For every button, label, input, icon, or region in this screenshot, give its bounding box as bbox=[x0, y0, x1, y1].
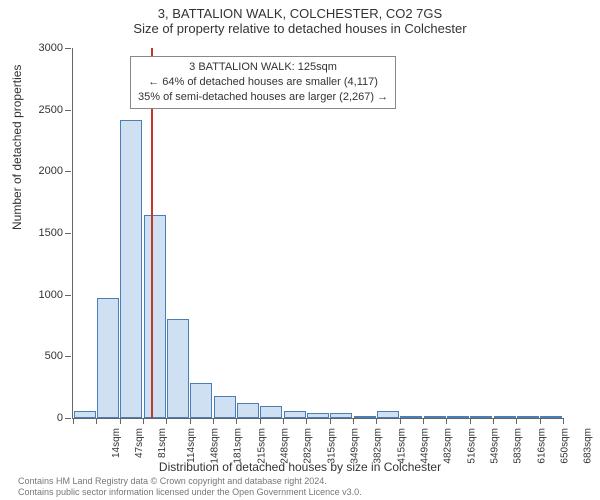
x-tick-label: 282sqm bbox=[303, 428, 314, 464]
histogram-bar bbox=[354, 416, 376, 418]
x-tick bbox=[166, 418, 167, 424]
x-tick bbox=[236, 418, 237, 424]
histogram-bar bbox=[214, 396, 236, 418]
histogram-bar bbox=[237, 403, 259, 418]
histogram-bar bbox=[74, 411, 96, 418]
x-tick-label: 415sqm bbox=[396, 428, 407, 464]
x-tick bbox=[540, 418, 541, 424]
x-tick bbox=[306, 418, 307, 424]
chart-subtitle: Size of property relative to detached ho… bbox=[0, 21, 600, 36]
x-tick-label: 616sqm bbox=[536, 428, 547, 464]
x-tick-label: 482sqm bbox=[443, 428, 454, 464]
x-tick bbox=[470, 418, 471, 424]
y-tick-label: 1000 bbox=[23, 289, 63, 301]
histogram-bar bbox=[494, 416, 516, 418]
x-tick-label: 583sqm bbox=[513, 428, 524, 464]
x-tick-label: 315sqm bbox=[326, 428, 337, 464]
histogram-bar bbox=[517, 416, 539, 418]
x-tick-label: 114sqm bbox=[186, 428, 197, 463]
x-tick-label: 683sqm bbox=[583, 428, 594, 464]
histogram-bar bbox=[190, 383, 212, 418]
y-tick-label: 3000 bbox=[23, 42, 63, 54]
annotation-line: 3 BATTALION WALK: 125sqm bbox=[138, 60, 388, 75]
x-tick bbox=[423, 418, 424, 424]
y-tick bbox=[65, 110, 71, 111]
x-tick-label: 215sqm bbox=[256, 428, 267, 464]
x-tick bbox=[493, 418, 494, 424]
y-tick-label: 0 bbox=[23, 412, 63, 424]
x-tick bbox=[353, 418, 354, 424]
y-tick bbox=[65, 171, 71, 172]
y-tick bbox=[65, 295, 71, 296]
y-tick-label: 1500 bbox=[23, 227, 63, 239]
x-tick-label: 81sqm bbox=[157, 428, 168, 458]
histogram-bar bbox=[260, 406, 282, 418]
y-tick bbox=[65, 418, 71, 419]
credit-line: Contains HM Land Registry data © Crown c… bbox=[18, 476, 362, 487]
histogram-bar bbox=[424, 416, 446, 418]
x-tick bbox=[283, 418, 284, 424]
x-tick bbox=[213, 418, 214, 424]
histogram-bar bbox=[470, 416, 492, 418]
y-tick-label: 2500 bbox=[23, 104, 63, 116]
x-tick-label: 549sqm bbox=[490, 428, 501, 464]
histogram-bar bbox=[400, 416, 422, 418]
histogram-bar bbox=[120, 120, 142, 418]
x-tick bbox=[563, 418, 564, 424]
x-tick bbox=[143, 418, 144, 424]
y-tick-label: 500 bbox=[23, 350, 63, 362]
histogram-bar bbox=[144, 215, 166, 419]
histogram-bar bbox=[377, 411, 399, 418]
x-tick-label: 382sqm bbox=[373, 428, 384, 464]
y-tick bbox=[65, 48, 71, 49]
annotation-box: 3 BATTALION WALK: 125sqm ← 64% of detach… bbox=[130, 56, 396, 109]
annotation-line: ← 64% of detached houses are smaller (4,… bbox=[138, 75, 388, 90]
x-tick-label: 248sqm bbox=[280, 428, 291, 464]
x-tick-label: 148sqm bbox=[210, 428, 221, 464]
y-tick bbox=[65, 233, 71, 234]
annotation-line: 35% of semi-detached houses are larger (… bbox=[138, 90, 388, 105]
credit-line: Contains public sector information licen… bbox=[18, 487, 362, 498]
histogram-bar bbox=[307, 413, 329, 418]
x-tick bbox=[190, 418, 191, 424]
y-axis-label: Number of detached properties bbox=[10, 65, 24, 230]
x-tick-label: 181sqm bbox=[233, 428, 244, 464]
chart-title: 3, BATTALION WALK, COLCHESTER, CO2 7GS bbox=[0, 0, 600, 21]
y-tick bbox=[65, 356, 71, 357]
histogram-bar bbox=[540, 416, 562, 418]
x-tick-label: 47sqm bbox=[134, 428, 145, 458]
histogram-bar bbox=[447, 416, 469, 418]
credit-text: Contains HM Land Registry data © Crown c… bbox=[18, 476, 362, 498]
x-tick bbox=[376, 418, 377, 424]
y-tick-label: 2000 bbox=[23, 165, 63, 177]
x-tick bbox=[120, 418, 121, 424]
x-tick bbox=[96, 418, 97, 424]
histogram-bar bbox=[284, 411, 306, 418]
x-tick-label: 14sqm bbox=[111, 428, 122, 458]
x-tick bbox=[400, 418, 401, 424]
x-tick bbox=[330, 418, 331, 424]
x-axis-label: Distribution of detached houses by size … bbox=[0, 460, 600, 474]
histogram-bar bbox=[330, 413, 352, 418]
histogram-bar bbox=[167, 319, 189, 418]
histogram-bar bbox=[97, 298, 119, 418]
x-tick bbox=[516, 418, 517, 424]
x-tick-label: 349sqm bbox=[350, 428, 361, 464]
x-tick-label: 516sqm bbox=[466, 428, 477, 464]
x-tick bbox=[260, 418, 261, 424]
x-tick bbox=[446, 418, 447, 424]
x-tick bbox=[73, 418, 74, 424]
x-tick-label: 449sqm bbox=[420, 428, 431, 464]
x-tick-label: 650sqm bbox=[560, 428, 571, 464]
